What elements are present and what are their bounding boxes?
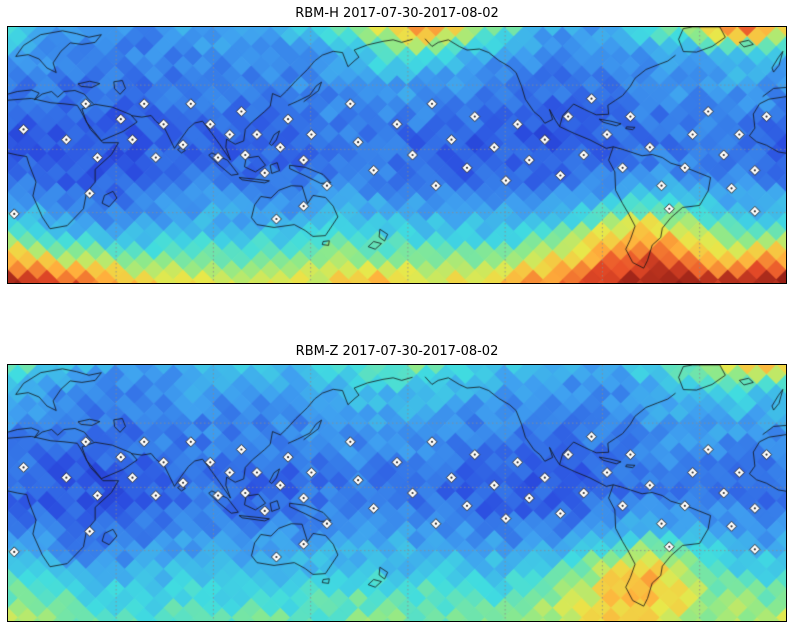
heatmap-map-rbm-h xyxy=(7,26,787,284)
panel-title-rbm-h: RBM-H 2017-07-30-2017-08-02 xyxy=(295,6,499,21)
panel-rbm-h: RBM-H 2017-07-30-2017-08-02 xyxy=(7,6,787,284)
heatmap-map-rbm-z xyxy=(7,364,787,622)
panel-title-rbm-z: RBM-Z 2017-07-30-2017-08-02 xyxy=(295,344,499,359)
panel-rbm-z: RBM-Z 2017-07-30-2017-08-02 xyxy=(7,344,787,622)
